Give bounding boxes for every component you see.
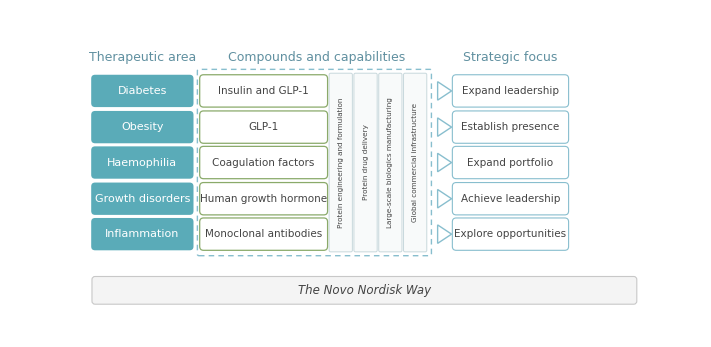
Text: Explore opportunities: Explore opportunities: [454, 229, 567, 239]
FancyBboxPatch shape: [354, 73, 377, 252]
Polygon shape: [438, 189, 451, 208]
Text: Compounds and capabilities: Compounds and capabilities: [228, 51, 405, 64]
FancyBboxPatch shape: [200, 111, 328, 143]
Text: Growth disorders: Growth disorders: [95, 194, 190, 204]
FancyBboxPatch shape: [200, 146, 328, 179]
Polygon shape: [438, 82, 451, 100]
Text: Expand leadership: Expand leadership: [462, 86, 559, 96]
FancyBboxPatch shape: [91, 183, 193, 215]
Polygon shape: [438, 225, 451, 243]
FancyBboxPatch shape: [200, 218, 328, 250]
Text: GLP-1: GLP-1: [249, 122, 279, 132]
FancyBboxPatch shape: [452, 146, 569, 179]
FancyBboxPatch shape: [452, 75, 569, 107]
Text: Insulin and GLP-1: Insulin and GLP-1: [218, 86, 309, 96]
FancyBboxPatch shape: [404, 73, 427, 252]
Polygon shape: [438, 118, 451, 136]
Text: The Novo Nordisk Way: The Novo Nordisk Way: [298, 284, 431, 297]
FancyBboxPatch shape: [91, 111, 193, 143]
Text: Monoclonal antibodies: Monoclonal antibodies: [205, 229, 322, 239]
FancyBboxPatch shape: [329, 73, 353, 252]
Text: Protein drug delivery: Protein drug delivery: [363, 125, 368, 201]
Text: Establish presence: Establish presence: [461, 122, 560, 132]
Text: Expand portfolio: Expand portfolio: [467, 158, 554, 168]
Text: Inflammation: Inflammation: [105, 229, 180, 239]
Polygon shape: [438, 153, 451, 172]
FancyBboxPatch shape: [92, 277, 637, 304]
FancyBboxPatch shape: [91, 146, 193, 179]
FancyBboxPatch shape: [452, 183, 569, 215]
Text: Strategic focus: Strategic focus: [464, 51, 557, 64]
Text: Protein engineering and formulation: Protein engineering and formulation: [338, 98, 343, 228]
Text: Global commercial infrastructure: Global commercial infrastructure: [412, 103, 418, 222]
Text: Obesity: Obesity: [121, 122, 164, 132]
FancyBboxPatch shape: [200, 75, 328, 107]
Text: Coagulation factors: Coagulation factors: [213, 158, 315, 168]
Text: Therapeutic area: Therapeutic area: [89, 51, 196, 64]
FancyBboxPatch shape: [452, 218, 569, 250]
FancyBboxPatch shape: [91, 218, 193, 250]
FancyBboxPatch shape: [91, 75, 193, 107]
FancyBboxPatch shape: [379, 73, 402, 252]
Text: Achieve leadership: Achieve leadership: [461, 194, 560, 204]
FancyBboxPatch shape: [200, 183, 328, 215]
Text: Large-scale biologics manufacturing: Large-scale biologics manufacturing: [387, 97, 393, 228]
Text: Diabetes: Diabetes: [117, 86, 167, 96]
FancyBboxPatch shape: [452, 111, 569, 143]
Text: Human growth hormone: Human growth hormone: [200, 194, 327, 204]
Text: Haemophilia: Haemophilia: [107, 158, 178, 168]
